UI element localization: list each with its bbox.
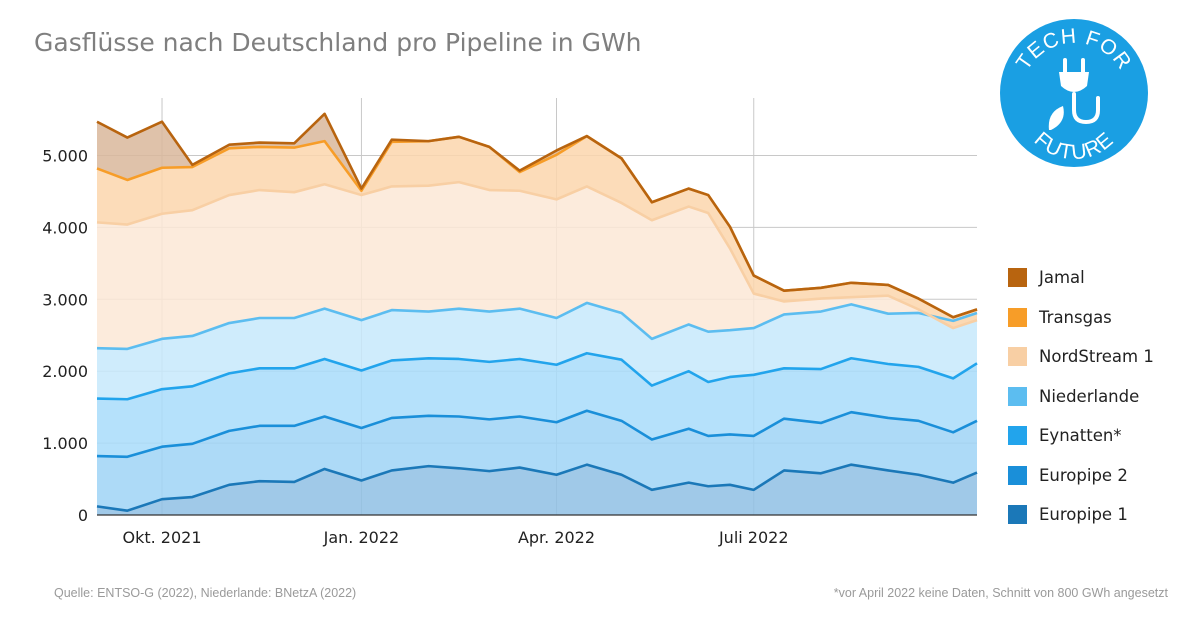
area-eynatten xyxy=(97,353,977,457)
legend-swatch xyxy=(1008,426,1027,446)
y-tick-label: 4.000 xyxy=(42,218,88,237)
area-europipe-1 xyxy=(97,464,977,515)
chart-title: Gasflüsse nach Deutschland pro Pipeline … xyxy=(34,28,642,57)
area-nordstream-1 xyxy=(97,182,977,349)
line-niederlande xyxy=(96,301,978,351)
line-europipe-1 xyxy=(96,463,978,512)
y-tick-label: 3.000 xyxy=(42,290,88,309)
x-tick-label: Jan. 2022 xyxy=(323,528,400,547)
x-tick-label: Okt. 2021 xyxy=(123,528,202,547)
legend-label: Eynatten* xyxy=(1039,426,1122,446)
area-transgas xyxy=(97,136,977,329)
x-tick-label: Apr. 2022 xyxy=(518,528,595,547)
legend-swatch xyxy=(1008,465,1027,485)
tech-for-future-logo: TECH FOR FUTURE xyxy=(1000,19,1148,167)
legend-swatch xyxy=(1008,347,1027,367)
axis-layer: 0 1.000 2.000 3.000 4.000 5.000 Okt. 2021 Jan. … xyxy=(42,147,977,547)
legend-item-eynatten: Eynatten* xyxy=(1008,416,1154,456)
source-note: Quelle: ENTSO-G (2022), Niederlande: BNe… xyxy=(54,586,357,600)
legend-label: Niederlande xyxy=(1039,386,1140,406)
legend-swatch xyxy=(1008,386,1027,406)
legend-label: Europipe 1 xyxy=(1039,505,1128,525)
legend-label: NordStream 1 xyxy=(1039,347,1154,367)
area-layer xyxy=(97,113,977,515)
y-tick-label: 0 xyxy=(78,506,88,525)
legend-item-europipe-2: Europipe 2 xyxy=(1008,456,1154,496)
legend-swatch xyxy=(1008,307,1027,327)
legend-label: Transgas xyxy=(1039,307,1112,327)
plug-leaf-icon xyxy=(1048,58,1100,130)
line-nordstream-1 xyxy=(96,180,978,330)
legend-swatch xyxy=(1008,505,1027,525)
legend-swatch xyxy=(1008,268,1027,288)
line-jamal xyxy=(96,112,978,319)
area-europipe-2 xyxy=(97,410,977,511)
legend-label: Jamal xyxy=(1039,268,1085,288)
line-layer xyxy=(96,112,978,512)
x-tick-label: Juli 2022 xyxy=(718,528,789,547)
legend-item-transgas: Transgas xyxy=(1008,298,1154,338)
line-eynatten xyxy=(96,351,978,401)
y-tick-label: 2.000 xyxy=(42,362,88,381)
line-europipe-2 xyxy=(96,409,978,459)
y-tick-label: 5.000 xyxy=(42,147,88,166)
legend-item-niederlande: Niederlande xyxy=(1008,377,1154,417)
footnote: *vor April 2022 keine Daten, Schnitt von… xyxy=(833,586,1168,600)
legend-label: Europipe 2 xyxy=(1039,465,1128,485)
legend-item-nordstream-1: NordStream 1 xyxy=(1008,337,1154,377)
legend-item-europipe-1: Europipe 1 xyxy=(1008,495,1154,535)
legend-item-jamal: Jamal xyxy=(1008,258,1154,298)
legend: Jamal Transgas NordStream 1 Niederlande Eyna… xyxy=(1008,258,1154,535)
y-tick-label: 1.000 xyxy=(42,434,88,453)
